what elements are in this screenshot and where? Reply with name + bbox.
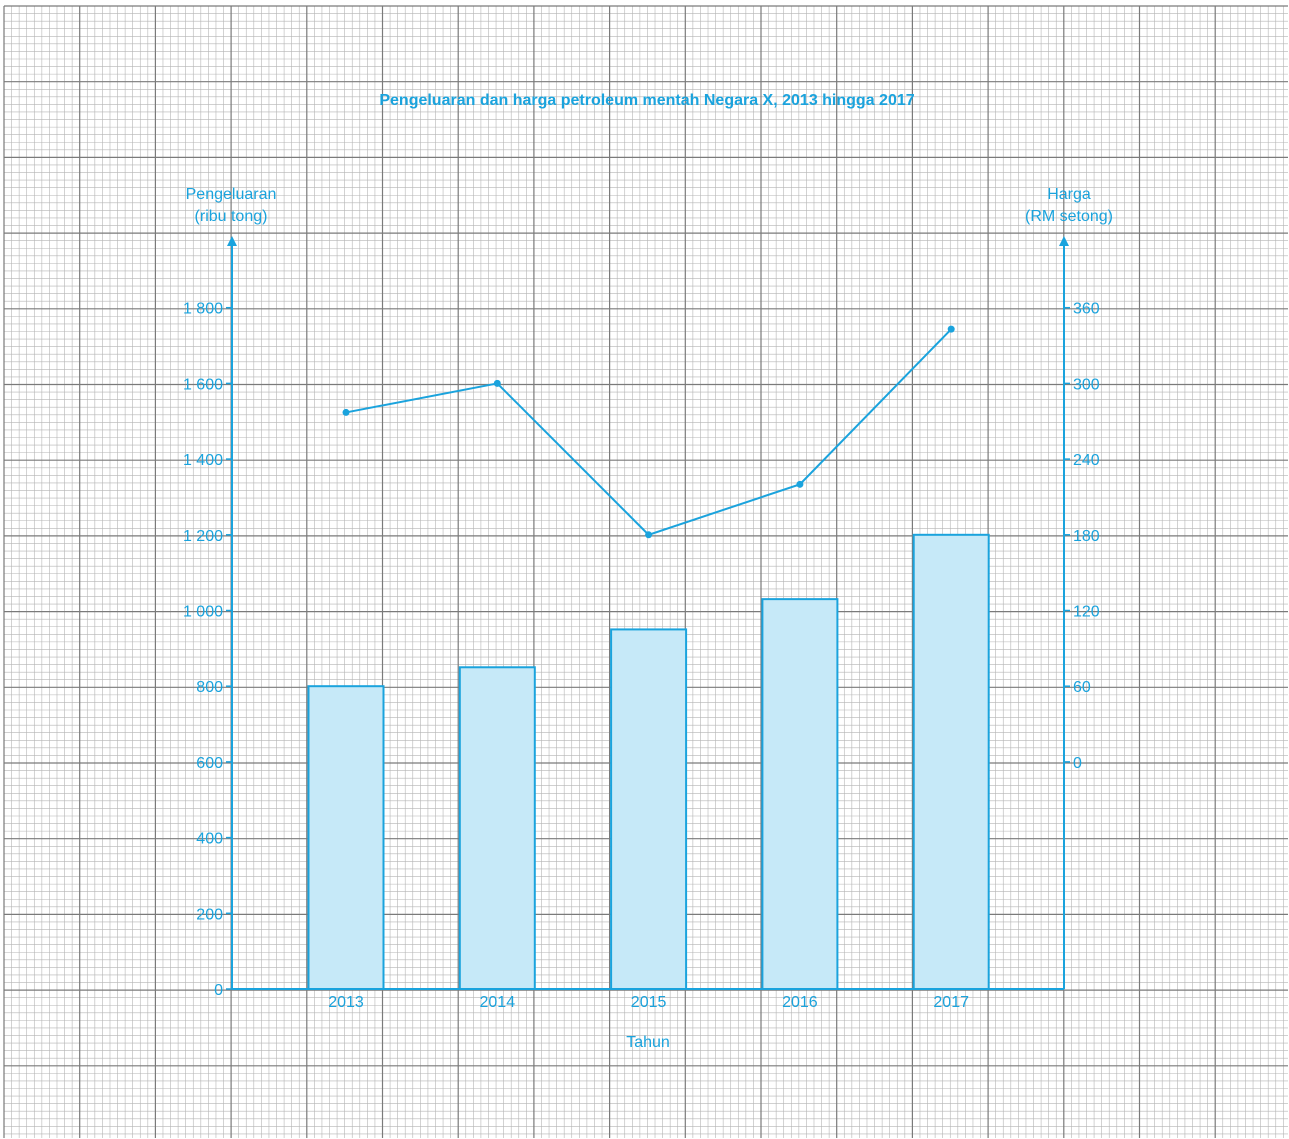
ticks-group: 0 200 400 600 800 1 000 1 200 1 400 1 600 1 800 0 6… (183, 301, 1100, 1011)
bar-2014 (458, 666, 536, 991)
axes-group (227, 236, 1069, 990)
price-line-group (342, 325, 955, 539)
left-tick-label: 1 000 (183, 604, 223, 621)
left-tick-label: 1 200 (183, 528, 223, 545)
grid-minor (4, 6, 1288, 1138)
price-point-2014 (493, 379, 501, 387)
price-point-2016 (796, 480, 804, 488)
x-tick-label-2017: 2017 (933, 994, 969, 1011)
left-axis-arrow-icon (227, 236, 237, 246)
bar-2017 (912, 533, 990, 990)
left-tick-label: 1 800 (183, 301, 223, 318)
left-tick-label: 800 (196, 679, 223, 696)
right-tick-label: 240 (1073, 452, 1100, 469)
left-tick-label: 1 600 (183, 376, 223, 393)
price-point-2013 (342, 408, 350, 416)
bar-2016 (761, 598, 839, 990)
left-axis-label-line2: (ribu tong) (195, 208, 268, 225)
right-axis-arrow-icon (1059, 236, 1069, 246)
bars-group (307, 533, 990, 991)
x-tick-label-2014: 2014 (480, 994, 516, 1011)
right-tick-label: 120 (1073, 604, 1100, 621)
x-axis-label: Tahun (626, 1034, 670, 1051)
price-point-2015 (645, 531, 653, 539)
right-tick-label: 300 (1073, 376, 1100, 393)
left-tick-label: 400 (196, 831, 223, 848)
left-tick-label: 600 (196, 755, 223, 772)
left-tick-label: 1 400 (183, 452, 223, 469)
right-tick-label: 360 (1073, 301, 1100, 318)
x-tick-label-2015: 2015 (631, 994, 667, 1011)
left-axis-label-line1: Pengeluaran (186, 186, 277, 203)
bar-2013 (307, 685, 385, 990)
x-tick-label-2016: 2016 (782, 994, 818, 1011)
chart-title: Pengeluaran dan harga petroleum mentah N… (379, 92, 914, 109)
left-tick-label: 200 (196, 906, 223, 923)
right-tick-label: 180 (1073, 528, 1100, 545)
price-point-2017 (947, 325, 955, 333)
right-axis-label-line1: Harga (1047, 186, 1091, 203)
left-tick-label: 0 (214, 982, 223, 999)
right-tick-label: 0 (1073, 755, 1082, 772)
right-axis-label-line2: (RM setong) (1025, 208, 1113, 225)
bar-2015 (610, 628, 688, 990)
x-tick-label-2013: 2013 (328, 994, 364, 1011)
right-tick-label: 60 (1073, 679, 1091, 696)
